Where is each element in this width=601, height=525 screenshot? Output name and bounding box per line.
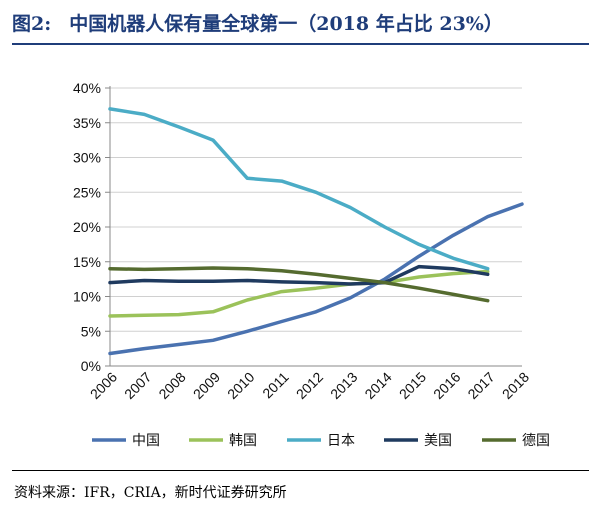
series-line-3 bbox=[108, 107, 490, 271]
x-tick-label: 2016 bbox=[430, 369, 463, 402]
x-tick-label: 2012 bbox=[293, 369, 326, 402]
legend-item: 美国 bbox=[384, 433, 452, 449]
series-line-2 bbox=[108, 269, 490, 318]
figure-title: 图2: 中国机器人保有量全球第一（2018 年占比 23%） bbox=[12, 10, 589, 38]
series-line-5 bbox=[108, 266, 490, 303]
y-axis: 0% 5% 10% 15% 20% 25% 30% 35% 40% bbox=[73, 80, 111, 374]
series-line-4 bbox=[108, 264, 490, 286]
x-tick-label: 2010 bbox=[224, 369, 257, 402]
legend: 中国 韩国 日本 美国 德国 bbox=[92, 433, 550, 449]
x-tick-label: 2011 bbox=[259, 369, 292, 402]
x-tick-label: 2009 bbox=[190, 369, 223, 402]
title-divider bbox=[12, 43, 589, 45]
y-tick-label: 30% bbox=[73, 150, 101, 166]
x-tick-label: 2014 bbox=[361, 369, 394, 402]
y-tick-label: 10% bbox=[73, 289, 101, 305]
x-tick-label: 2018 bbox=[499, 369, 532, 402]
y-tick-label: 25% bbox=[73, 184, 101, 200]
y-tick-label: 20% bbox=[73, 219, 101, 235]
legend-label: 德国 bbox=[522, 433, 550, 449]
y-tick-label: 0% bbox=[81, 358, 101, 374]
y-tick-label: 5% bbox=[81, 323, 101, 339]
legend-item: 韩国 bbox=[189, 433, 257, 449]
legend-label: 美国 bbox=[424, 433, 452, 449]
y-tick-label: 35% bbox=[73, 115, 101, 131]
figure-title-text: 中国机器人保有量全球第一（2018 年占比 23%） bbox=[69, 13, 503, 35]
figure-number: 图2: bbox=[12, 13, 52, 35]
legend-label: 日本 bbox=[327, 433, 355, 449]
legend-item: 德国 bbox=[482, 433, 550, 449]
series-lines bbox=[108, 107, 524, 356]
line-chart: 0% 5% 10% 15% 20% 25% 30% 35% 40% 2006 2007 2008 20… bbox=[73, 80, 550, 449]
x-tick-label: 2015 bbox=[396, 369, 429, 402]
legend-item: 日本 bbox=[287, 433, 355, 449]
x-axis: 2006 2007 2008 2009 2010 2011 2012 2013 2014 2015… bbox=[87, 365, 532, 402]
x-tick-label: 2017 bbox=[464, 369, 497, 402]
x-tick-label: 2013 bbox=[327, 369, 360, 402]
y-tick-label: 15% bbox=[73, 254, 101, 270]
series-line-1 bbox=[108, 202, 524, 356]
legend-item: 中国 bbox=[92, 433, 160, 449]
source-note: 资料来源：IFR，CRIA，新时代证券研究所 bbox=[14, 485, 287, 501]
legend-label: 韩国 bbox=[229, 433, 257, 449]
x-tick-label: 2007 bbox=[121, 369, 154, 402]
y-tick-label: 40% bbox=[73, 80, 101, 96]
source-divider bbox=[12, 470, 589, 471]
legend-label: 中国 bbox=[132, 433, 160, 449]
x-tick-label: 2008 bbox=[155, 369, 188, 402]
